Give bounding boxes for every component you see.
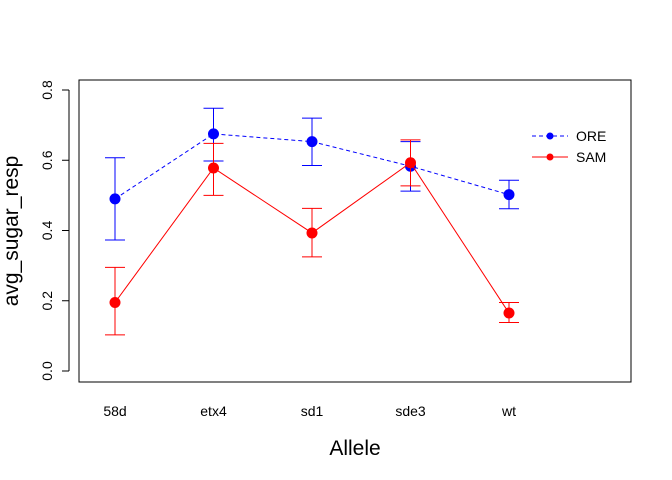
x-axis-labels: 58d etx4 sd1 sde3 wt (103, 403, 516, 419)
legend-label-sam: SAM (576, 149, 606, 165)
data-point (503, 307, 515, 319)
legend-marker-ore (546, 132, 554, 140)
series-sam (105, 139, 519, 336)
x-tick-label-1: etx4 (200, 403, 227, 419)
y-axis-title: avg_sugar_resp (0, 156, 23, 307)
y-tick-label-0: 0.0 (39, 361, 55, 381)
y-tick-label-4: 0.8 (39, 80, 55, 100)
data-point (208, 162, 219, 174)
legend: ORE SAM (532, 128, 606, 165)
data-point (208, 128, 219, 140)
legend-label-ore: ORE (576, 128, 606, 144)
plot-frame (78, 79, 632, 383)
x-tick-label-0: 58d (103, 403, 126, 419)
y-tick-label-1: 0.2 (39, 291, 55, 311)
data-point (405, 157, 416, 169)
data-point (109, 297, 121, 309)
data-point (503, 189, 515, 201)
x-tick-label-2: sd1 (301, 403, 324, 419)
y-tick-label-3: 0.6 (39, 150, 55, 170)
x-tick-label-3: sde3 (395, 403, 426, 419)
data-point (306, 227, 318, 239)
x-tick-label-4: wt (501, 403, 516, 419)
data-point (109, 193, 121, 205)
x-axis-title: Allele (329, 437, 380, 460)
legend-marker-sam (546, 153, 554, 161)
y-tick-label-2: 0.4 (39, 221, 55, 241)
y-axis: 0.0 0.2 0.4 0.6 0.8 (39, 80, 70, 381)
series-line-ore (114, 133, 510, 200)
series-layer (105, 107, 519, 336)
data-point (306, 136, 318, 148)
